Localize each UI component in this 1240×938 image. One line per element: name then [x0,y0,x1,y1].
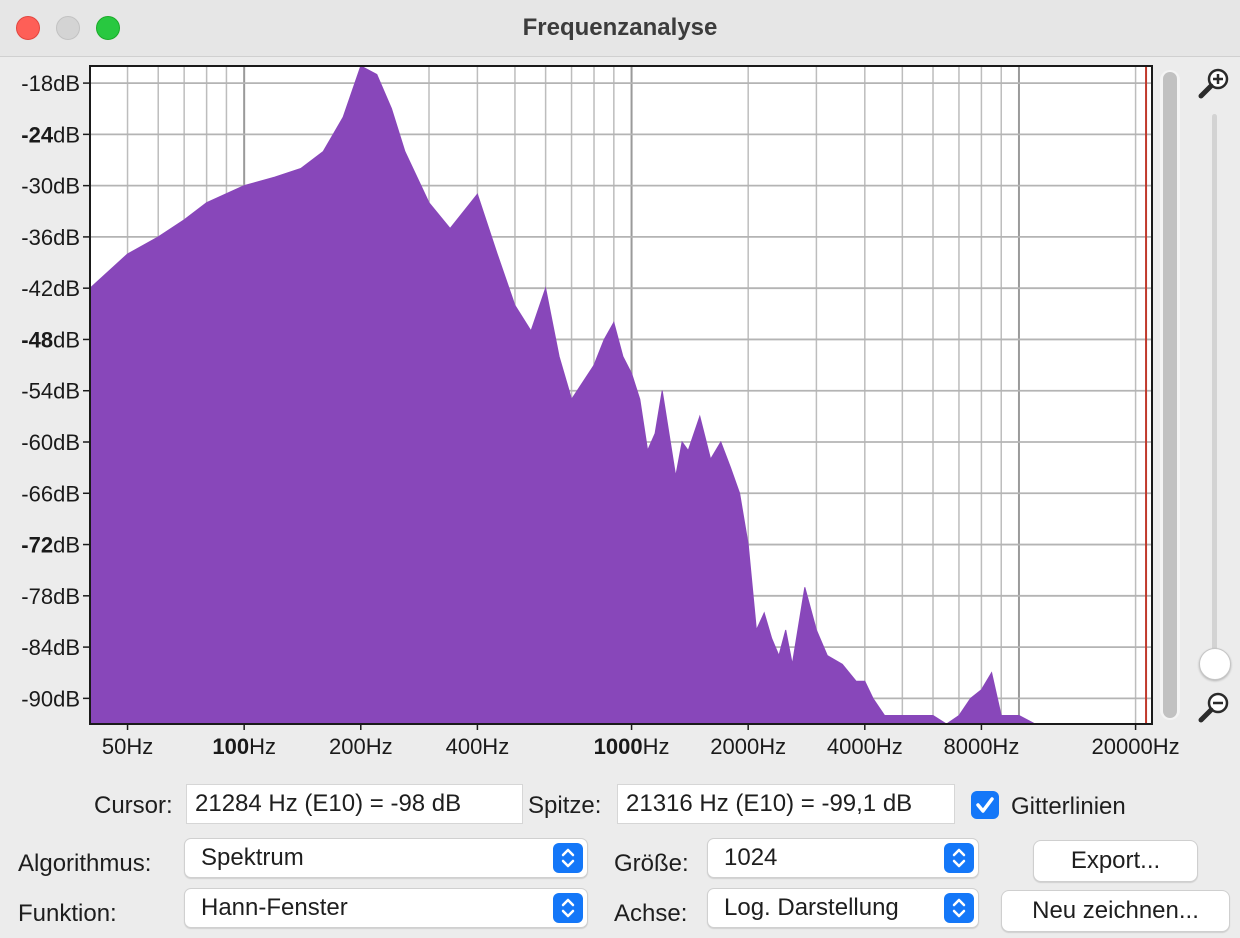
x-tick-label: 8000Hz [943,734,1019,759]
zoom-out-icon[interactable] [1196,688,1236,728]
zoom-slider-knob[interactable] [1199,648,1231,680]
function-select[interactable]: Hann-Fenster [184,888,588,928]
y-tick-label: -84dB [21,635,80,660]
size-select[interactable]: 1024 [707,838,979,878]
up-down-chevron-icon [553,843,583,873]
cursor-label: Cursor: [94,792,173,819]
y-tick-label: -30dB [21,174,80,199]
maximize-window-button[interactable] [96,16,120,40]
redraw-button[interactable]: Neu zeichnen... [1001,890,1230,932]
y-tick-label: -48dB [21,327,80,352]
window-title: Frequenzanalyse [522,14,718,41]
algorithm-label: Algorithmus: [18,850,152,877]
up-down-chevron-icon [944,843,974,873]
y-tick-label: -90dB [21,686,80,711]
peak-value-field[interactable]: 21316 Hz (E10) = -99,1 dB [617,784,955,824]
axis-label: Achse: [614,900,688,927]
x-tick-label: 2000Hz [710,734,786,759]
size-value: 1024 [724,844,778,871]
export-button[interactable]: Export... [1033,840,1198,882]
close-window-button[interactable] [16,16,40,40]
x-tick-label: 400Hz [446,734,510,759]
y-tick-label: -36dB [21,225,80,250]
algorithm-select[interactable]: Spektrum [184,838,588,878]
y-tick-label: -60dB [21,430,80,455]
y-axis-ticks: -18dB -24dB -30dB -36dB -42dB -48dB -54dB -60dB… [21,71,90,711]
spectrum-chart[interactable]: 50Hz 100Hz 200Hz 400Hz 1000Hz 2000Hz 4000Hz 800… [0,56,1190,766]
x-tick-label: 20000Hz [1092,734,1180,759]
plot-frame [89,65,1153,725]
spectrum-area [89,65,1152,725]
axis-value: Log. Darstellung [724,894,899,921]
function-label: Funktion: [18,900,117,927]
up-down-chevron-icon [553,893,583,923]
y-tick-label: -24dB [21,122,80,147]
x-tick-label: 100Hz [212,734,276,759]
cursor-value-field[interactable]: 21284 Hz (E10) = -98 dB [186,784,523,824]
spectrum-plot-area: 50Hz 100Hz 200Hz 400Hz 1000Hz 2000Hz 4000Hz 800… [0,56,1190,771]
x-tick-label: 200Hz [329,734,393,759]
peak-label: Spitze: [528,792,602,819]
gridlines-label: Gitterlinien [1011,793,1126,820]
axis-select[interactable]: Log. Darstellung [707,888,979,928]
zoom-in-icon[interactable] [1196,64,1236,104]
x-tick-label: 50Hz [102,734,153,759]
gridlines-checkbox[interactable] [971,791,999,819]
title-bar: Frequenzanalyse [0,0,1240,57]
minimize-window-button[interactable] [56,16,80,40]
zoom-slider-track[interactable] [1212,114,1217,674]
y-tick-label: -66dB [21,481,80,506]
y-tick-label: -54dB [21,379,80,404]
function-value: Hann-Fenster [201,894,348,921]
y-tick-label: -18dB [21,71,80,96]
spectrum-series [89,65,1152,725]
x-tick-label: 1000Hz [594,734,670,759]
y-tick-label: -78dB [21,584,80,609]
scrollbar-thumb[interactable] [1163,72,1177,718]
up-down-chevron-icon [944,893,974,923]
x-tick-label: 4000Hz [827,734,903,759]
size-label: Größe: [614,850,689,877]
y-tick-label: -42dB [21,276,80,301]
algorithm-value: Spektrum [201,844,304,871]
checkmark-icon [976,797,994,813]
x-axis-ticks: 50Hz 100Hz 200Hz 400Hz 1000Hz 2000Hz 4000Hz 800… [102,724,1180,759]
y-tick-label: -72dB [21,533,80,558]
